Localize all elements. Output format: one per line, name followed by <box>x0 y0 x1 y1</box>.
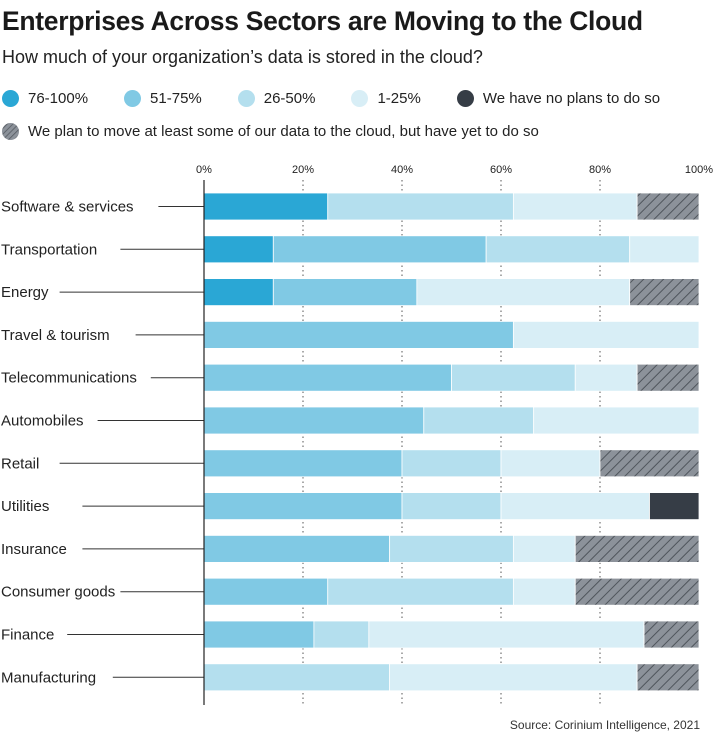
x-tick-label: 40% <box>391 164 413 176</box>
x-tick-label: 60% <box>490 164 512 176</box>
legend-swatch <box>456 89 474 107</box>
bar-segment <box>636 192 700 221</box>
x-tick-label: 80% <box>589 164 611 176</box>
bar-segment <box>389 663 638 692</box>
bar-segment <box>574 363 638 392</box>
bar-segment <box>512 534 576 563</box>
bar-segment <box>313 620 370 649</box>
bar-segment <box>203 492 403 521</box>
bar-segment <box>203 363 452 392</box>
bar-segment <box>636 663 700 692</box>
legend-item-51-75-: 51-75% <box>124 89 202 107</box>
bar-segment <box>203 577 329 606</box>
bar-segment <box>643 620 700 649</box>
bar-segment <box>423 406 535 435</box>
legend-swatch <box>2 122 19 140</box>
category-label: Transportation <box>1 241 97 258</box>
bar-segment <box>451 363 576 392</box>
bar-segment <box>401 492 502 521</box>
legend-item-none: We have no plans to do so <box>456 89 661 107</box>
legend-label: 51-75% <box>150 89 202 107</box>
legend-swatch <box>351 89 369 107</box>
legend-item-26-50-: 26-50% <box>237 89 316 107</box>
legend-row-2: We plan to move at least some of our dat… <box>2 121 575 141</box>
category-label: Utilities <box>1 498 49 515</box>
category-label: Insurance <box>1 541 67 558</box>
bar-segment <box>416 278 631 307</box>
bar-segment <box>533 406 700 435</box>
category-label: Automobiles <box>1 413 84 430</box>
category-label: Finance <box>1 627 54 644</box>
bar-segment <box>574 577 700 606</box>
category-label: Manufacturing <box>1 669 96 686</box>
stacked-bar-chart: 0% 20% 40% 60% 80% 100% Software & services Tra… <box>1 164 713 705</box>
legend-label: We plan to move at least some of our dat… <box>28 122 539 140</box>
legend-label: 76-100% <box>28 89 89 107</box>
bar-segment <box>500 449 601 478</box>
category-label: Telecommunications <box>1 370 137 387</box>
bar-segment <box>401 449 502 478</box>
legend-item-1-25-: 1-25% <box>351 89 421 107</box>
x-tick-label: 20% <box>292 164 314 176</box>
bar-segment <box>203 192 329 221</box>
bar-segment <box>500 492 650 521</box>
x-tick-label: 100% <box>685 164 713 176</box>
bar-segment <box>649 492 700 521</box>
bar-segment <box>574 534 700 563</box>
category-label: Energy <box>1 284 49 301</box>
bar-segment <box>203 620 315 649</box>
bar-segment <box>327 577 514 606</box>
bar-segment <box>485 235 631 264</box>
legend-item-plan: We plan to move at least some of our dat… <box>2 122 539 140</box>
bar-segment <box>512 320 700 349</box>
bar-segment <box>389 534 514 563</box>
bar-segment <box>599 449 700 478</box>
bar-segment <box>203 235 274 264</box>
bar-segment <box>327 192 514 221</box>
category-label: Software & services <box>1 199 134 216</box>
legend-swatch <box>237 89 255 107</box>
legend-row-1: 76-100% 51-75% 26-50% 1-25% We have no plans… <box>2 88 696 108</box>
bar-segment <box>629 235 700 264</box>
legend-label: We have no plans to do so <box>482 89 661 107</box>
chart-source: Source: Corinium Intelligence, 2021 <box>509 718 700 732</box>
legend-swatch <box>124 89 142 107</box>
bar-segment <box>272 235 487 264</box>
x-tick-label: 0% <box>196 164 212 176</box>
bar-segment <box>272 278 418 307</box>
legend-label: 26-50% <box>263 89 316 107</box>
chart-subtitle: How much of your organization’s data is … <box>2 47 483 67</box>
bar-segment <box>512 192 638 221</box>
category-label: Travel & tourism <box>1 327 110 344</box>
legend-swatch <box>2 89 19 107</box>
bar-segment <box>203 406 425 435</box>
bar-segment <box>636 363 700 392</box>
bar-segment <box>368 620 645 649</box>
bar-segment <box>203 278 274 307</box>
chart-title: Enterprises Across Sectors are Moving to… <box>2 6 643 36</box>
legend-label: 1-25% <box>377 89 421 107</box>
bar-segment <box>203 320 514 349</box>
bar-segment <box>512 577 576 606</box>
bar-segment <box>203 663 391 692</box>
bar-segment <box>203 449 403 478</box>
bar-segment <box>203 534 391 563</box>
category-label: Retail <box>1 455 39 472</box>
legend-item-76-100-: 76-100% <box>2 89 89 107</box>
bar-segment <box>629 278 700 307</box>
category-label: Consumer goods <box>1 584 115 601</box>
